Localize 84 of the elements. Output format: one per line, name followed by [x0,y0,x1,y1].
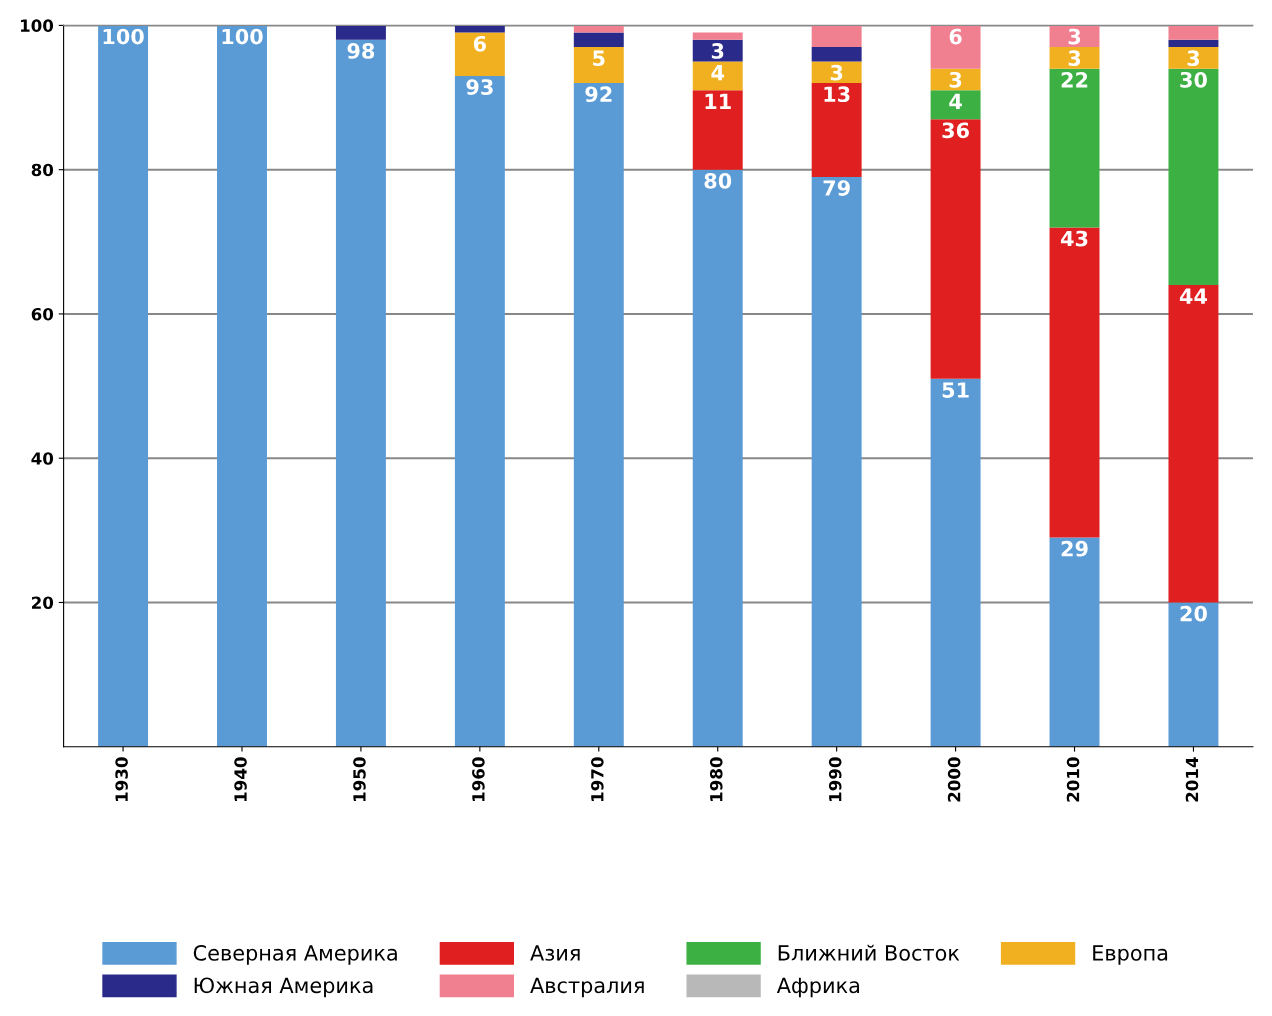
bar [454,25,505,33]
legend-label: Ближний Восток [778,944,960,961]
bar [811,83,862,177]
data-label: 92 [585,86,612,103]
x-tick-label: 1930 [115,757,128,801]
bar [1168,47,1219,69]
bar [98,25,149,747]
data-label: 100 [103,28,144,45]
data-label: 98 [347,43,375,59]
x-tick-label: 1960 [472,757,485,801]
data-label: 3 [1187,50,1200,67]
bar [692,32,743,40]
data-label: 20 [1180,605,1207,622]
bar [1049,47,1100,69]
bar [930,90,981,120]
x-tick-label: 2000 [947,757,961,802]
y-tick-label: 20 [32,596,54,610]
data-label: 79 [823,180,850,196]
x-tick-label: 2014 [1185,757,1199,802]
data-label: 4 [949,93,962,110]
bar [217,25,267,747]
data-label: 5 [593,50,605,67]
x-tick-label: 1990 [828,757,842,801]
bar [1168,39,1219,48]
bar [1168,25,1219,40]
data-label: 3 [711,43,724,59]
bar [573,25,624,33]
x-tick-label: 2010 [1066,757,1080,802]
data-label: 100 [222,28,263,45]
bar [1168,602,1219,747]
bar [1049,68,1100,228]
bar [811,47,862,62]
bar [1168,285,1219,603]
data-label: 44 [1179,288,1207,304]
data-label: 30 [1180,71,1207,88]
bar [692,169,743,747]
data-label: 13 [824,86,850,103]
data-label: 51 [942,382,969,398]
legend-label: Австралия [530,977,644,998]
bar [454,32,505,76]
data-label: 3 [1068,50,1081,67]
data-label: 3 [1068,28,1081,45]
data-label: 22 [1061,71,1088,88]
data-label: 80 [704,172,732,189]
legend-label: Южная Америка [194,977,373,998]
legend-label: Африка [776,977,860,998]
x-tick-label: 1950 [353,757,366,801]
bar [573,47,624,84]
data-label: 93 [466,79,493,95]
y-tick-label: 60 [31,307,54,321]
bar [573,83,624,747]
bar [930,25,981,69]
x-tick-label: 1970 [591,757,604,801]
bar [454,75,505,747]
bar [692,90,743,170]
data-label: 4 [711,64,725,81]
bar [930,378,981,747]
data-label: 11 [705,93,731,110]
bar [930,119,981,379]
legend-label: Северная Америка [193,945,397,965]
x-tick-label: 1940 [234,757,247,801]
bar [1049,537,1100,747]
bar [1168,68,1219,286]
x-tick-label: 1980 [709,757,723,801]
y-tick-label: 80 [31,163,54,177]
bar [811,176,862,747]
bar [573,32,624,48]
bar [811,25,862,48]
data-label: 29 [1061,540,1088,557]
data-label: 43 [1060,230,1088,247]
data-label: 3 [949,71,962,88]
bar [335,25,386,40]
legend-label: Европа [1093,945,1168,965]
legend-label: Азия [530,945,580,961]
bar [692,61,743,91]
bar [811,61,862,84]
y-tick-label: 40 [31,452,54,465]
data-label: 36 [942,122,969,139]
data-label: 6 [473,35,486,52]
data-label: 6 [949,28,962,45]
data-label: 3 [830,64,843,81]
bar [335,39,386,747]
bar [1049,227,1100,538]
y-tick-label: 100 [20,19,54,32]
